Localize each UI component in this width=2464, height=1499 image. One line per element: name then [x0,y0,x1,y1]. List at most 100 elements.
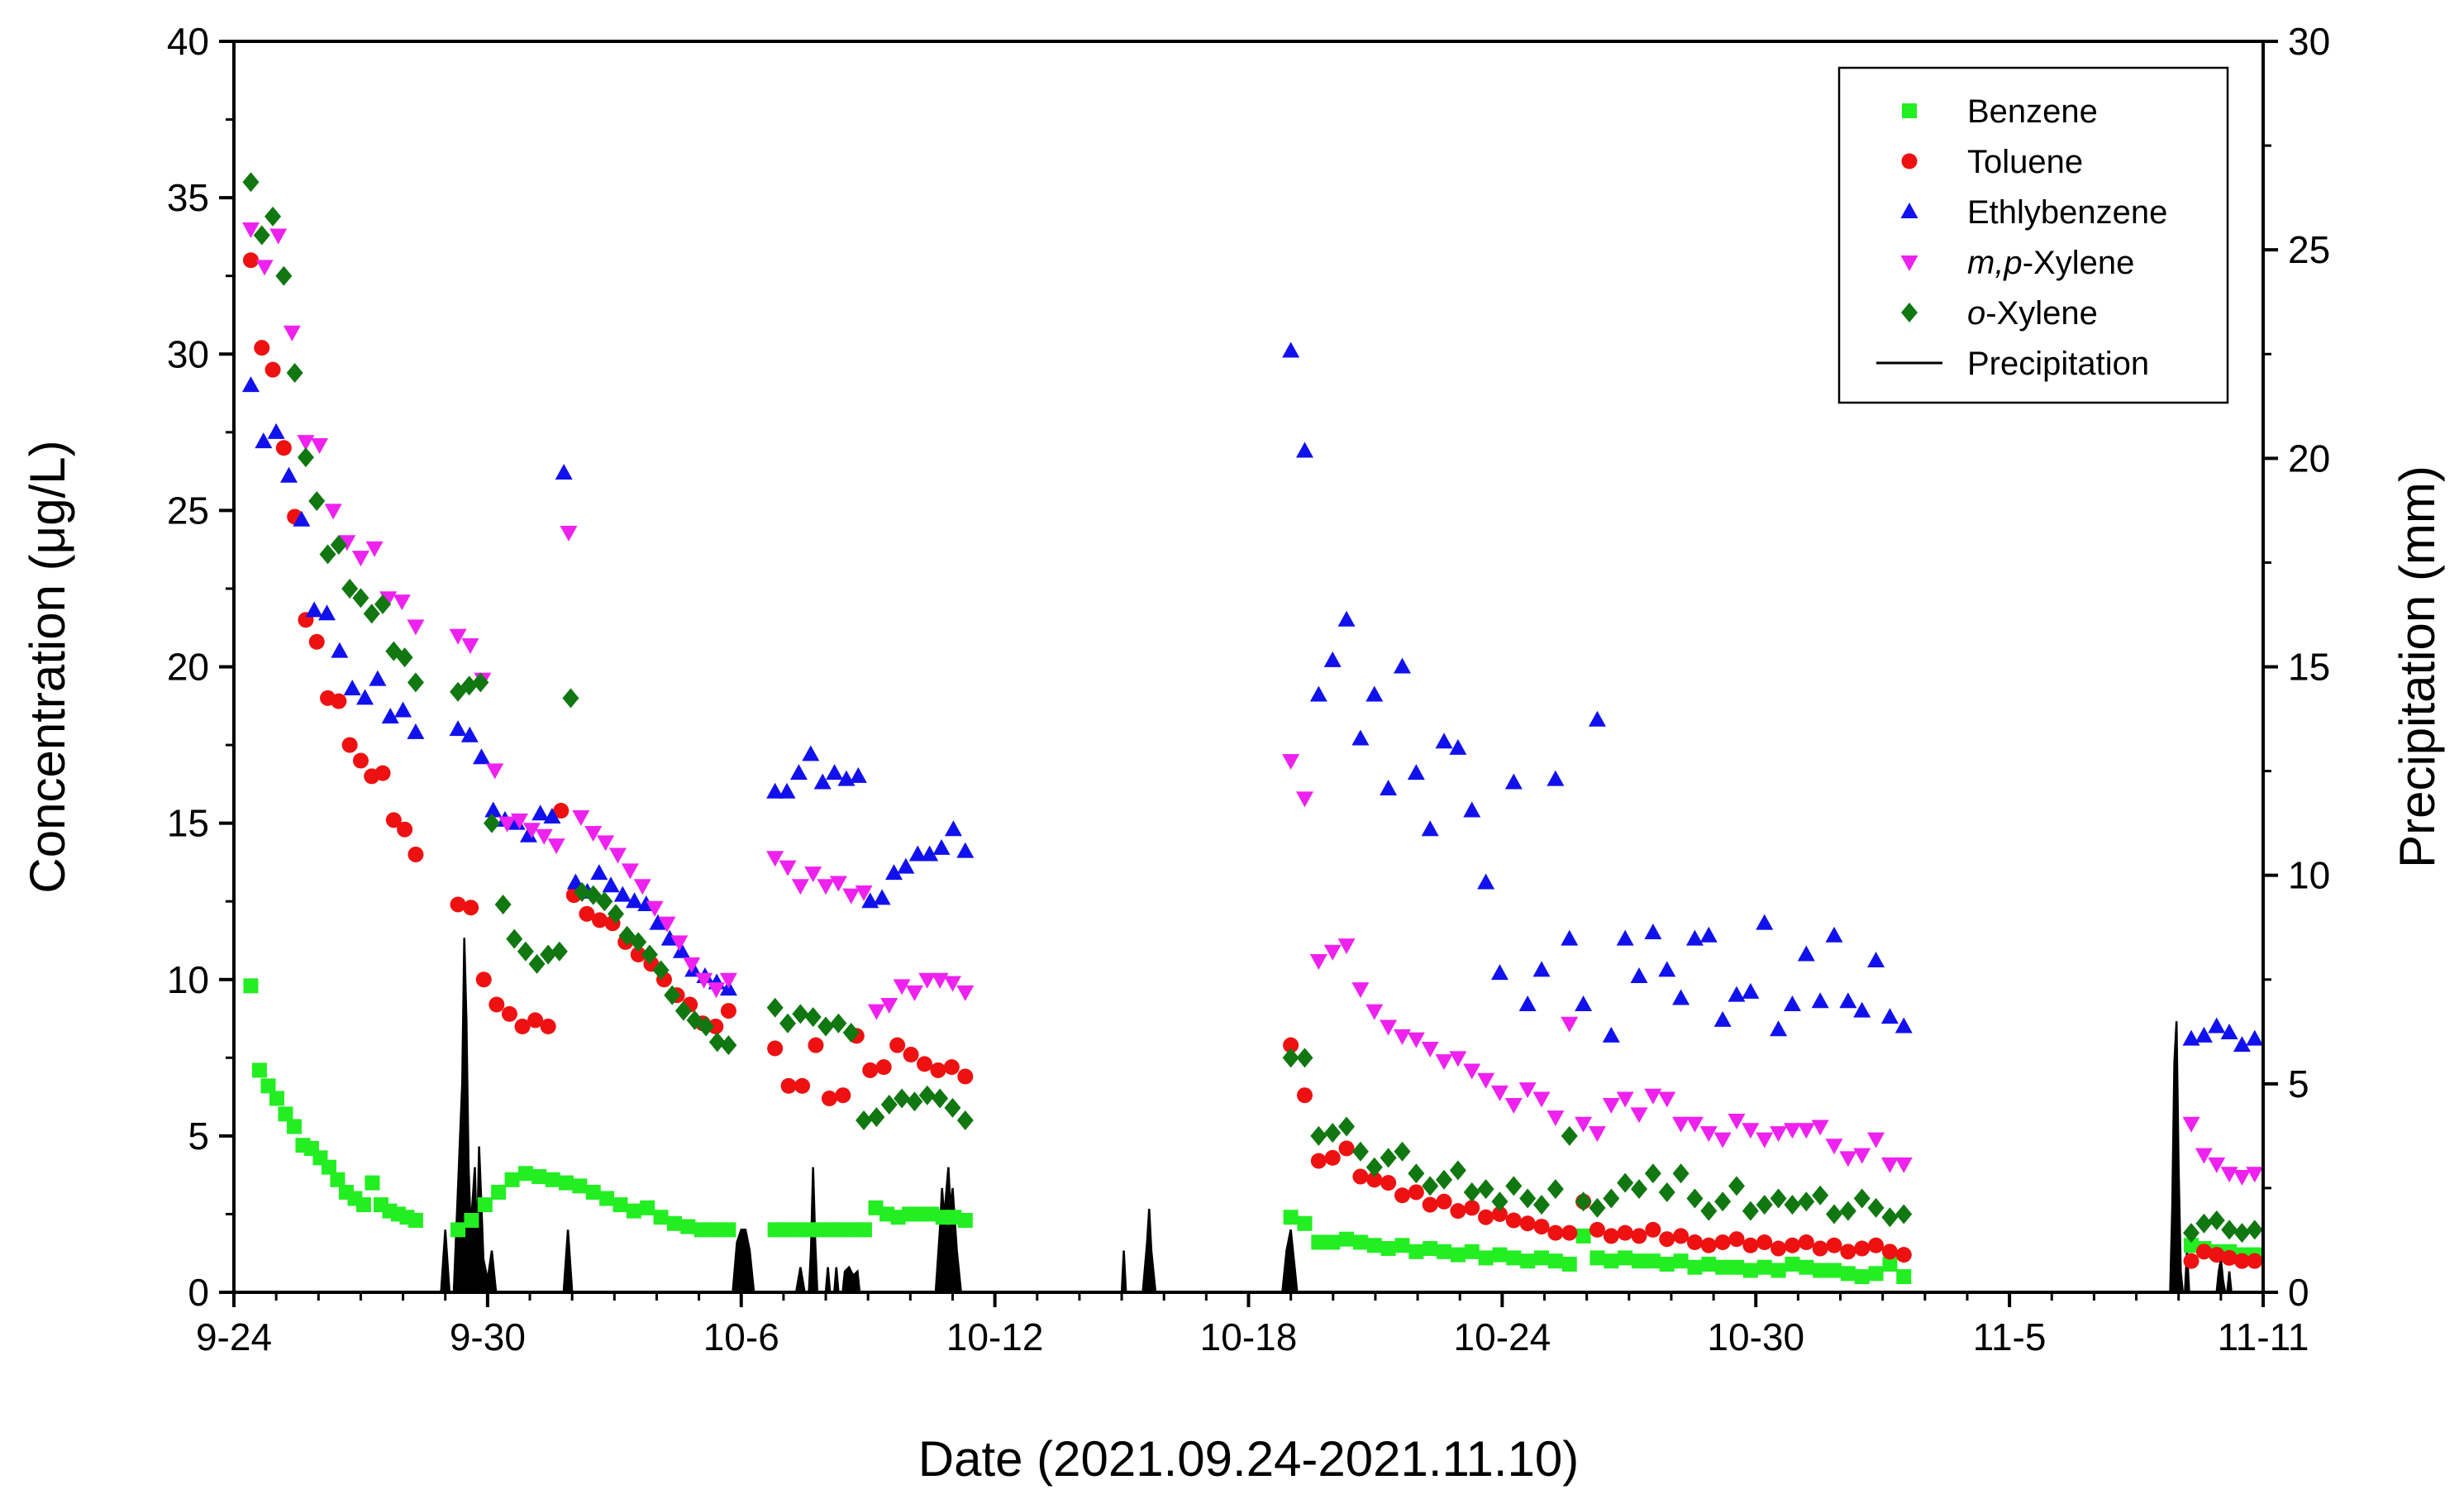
m-p-xylene-point [1490,1085,1508,1101]
m-p-xylene-point [829,876,847,892]
legend-label-text-part: Toluene [1967,144,2083,180]
toluene-point [1673,1228,1690,1244]
o-xylene-point [319,544,336,565]
legend-box [1837,66,2229,404]
toluene-point [767,1040,784,1057]
ethlybenzene-point [613,886,631,902]
legend-label-text-part: Benzene [1967,93,2098,130]
ethlybenzene-point [318,604,336,621]
ethlybenzene-point [331,642,349,658]
m-p-xylene-point [1463,1063,1481,1080]
toluene-point [1338,1140,1355,1157]
m-p-xylene-point [1380,1019,1398,1036]
benzene-point [890,1210,906,1225]
ethlybenzene-point [305,601,323,618]
o-xylene-point [472,672,489,693]
ethlybenzene-point [1756,914,1774,930]
benzene-point [545,1172,560,1187]
toluene-point [352,752,369,769]
o-xylene-point [2246,1220,2263,1240]
o-xylene-point [792,1004,809,1024]
y2-tick-label: 10 [2288,854,2330,897]
o-xylene-point [2221,1220,2238,1240]
m-p-xylene-point [695,972,713,989]
y2-tick-label: 25 [2288,228,2330,271]
benzene-point [823,1222,839,1238]
o-xylene-point [1351,1141,1369,1162]
ethlybenzene-point [531,804,550,821]
m-p-xylene-point [905,985,923,1001]
benzene-point [1506,1250,1522,1266]
benzene-point [464,1213,479,1229]
o-xylene-point [1477,1179,1494,1200]
o-xylene-point [1575,1191,1592,1212]
ethlybenzene-point [813,773,832,790]
ethlybenzene-point [1518,995,1537,1012]
ethlybenzene-point [1351,729,1370,746]
ethlybenzene-point [1728,986,1746,1002]
m-p-xylene-point [1713,1132,1732,1148]
toluene-point [341,737,358,753]
benzene-point [559,1175,574,1191]
ethlybenzene-point [590,864,608,881]
m-p-xylene-point [670,935,689,952]
legend-label-text-part: -Xylene [1985,295,2098,332]
m-p-xylene-point [931,972,949,989]
benzene-point [1771,1263,1786,1278]
m-p-xylene-point [283,325,301,341]
ethlybenzene-point [1880,1008,1899,1024]
ethlybenzene-point [407,723,425,739]
y-tick-label: 30 [167,332,209,375]
benzene-point [1729,1259,1745,1275]
legend-label-benzene: Benzene [1967,93,2098,130]
y2-tick-label: 15 [2288,646,2330,689]
m-p-xylene-point [379,591,398,608]
ethlybenzene-point [1742,982,1760,999]
toluene-point [2233,1253,2250,1269]
ethlybenzene-point [956,842,975,858]
m-p-xylene-point [1658,1091,1676,1108]
m-p-xylene-point [449,628,467,645]
toluene-point [1603,1228,1619,1244]
o-xylene-point [720,1035,737,1056]
m-p-xylene-point [351,551,369,567]
toluene-point [957,1068,974,1085]
o-xylene-point [265,206,282,227]
ethlybenzene-point [1588,710,1606,727]
benzene-point [957,1213,973,1229]
precipitation-series [440,938,2233,1294]
o-xylene-point [830,1013,847,1034]
o-xylene-point [1436,1169,1453,1190]
toluene-point [1631,1228,1647,1244]
o-xylene-point [641,944,658,965]
y-tick-label: 35 [167,176,209,219]
o-xylene-point [766,997,784,1018]
m-p-xylene-point [867,1004,885,1020]
benzene-point [1325,1234,1341,1250]
y2-tick-label: 0 [2288,1271,2309,1314]
y-tick-label: 20 [167,646,209,689]
benzene-point [1632,1253,1647,1269]
benzene-point [856,1222,872,1238]
ethlybenzene-point [766,782,784,799]
toluene-point [1561,1225,1578,1241]
m-p-xylene-point [1393,1029,1411,1045]
toluene-point [943,1059,960,1076]
toluene-point [1533,1219,1550,1235]
benzene-point [1854,1269,1870,1285]
ethlybenzene-point [381,708,399,724]
o-xylene-point [674,1000,692,1021]
o-xylene-point [596,891,613,912]
toluene-point [1686,1234,1703,1250]
benzene-point [1534,1250,1550,1266]
o-xylene-point [574,881,591,902]
m-p-xylene-point [791,879,809,895]
toluene-point [780,1077,797,1094]
benzene-point [365,1175,380,1191]
benzene-point [1423,1241,1438,1257]
benzene-point [407,1213,423,1229]
m-p-xylene-point [708,982,726,999]
toluene-point [1408,1184,1424,1201]
ethlybenzene-point [369,670,387,686]
toluene-point [1812,1240,1828,1257]
